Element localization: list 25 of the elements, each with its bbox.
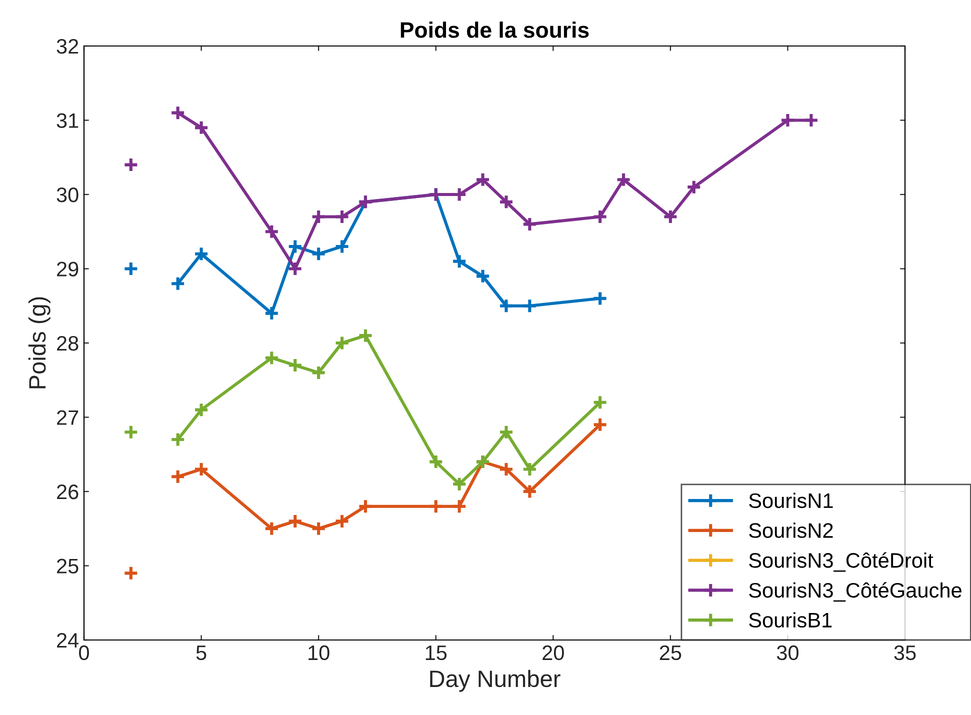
y-tick-label: 31 — [56, 113, 78, 128]
y-tick-label: 32 — [56, 39, 78, 54]
y-tick-label: 30 — [56, 188, 78, 202]
x-tick-label: 30 — [776, 645, 798, 660]
x-tick-label: 10 — [308, 645, 330, 660]
x-tick-label: 0 — [79, 645, 89, 660]
legend-label: SourisN1 — [749, 492, 833, 508]
x-tick-label: 15 — [426, 646, 447, 660]
legend-label: SourisN2 — [749, 522, 833, 538]
x-tick-label: 25 — [660, 645, 682, 660]
chart-title: Poids de la souris — [400, 22, 589, 38]
x-tick-label: 20 — [542, 645, 564, 660]
y-tick-label: 27 — [57, 410, 78, 425]
y-tick-label: 28 — [57, 336, 78, 351]
y-tick-label: 29 — [57, 262, 78, 277]
x-tick-label: 5 — [196, 646, 206, 660]
legend-label: SourisB1 — [749, 612, 832, 628]
legend-label: SourisN3_CôtéDroit — [749, 552, 934, 572]
y-tick-label: 26 — [57, 484, 78, 500]
legend-label: SourisN3_CôtéGauche — [749, 582, 962, 602]
x-axis-title: Day Number — [430, 670, 560, 692]
x-tick-label: 35 — [894, 645, 916, 660]
y-axis-title: Poids (g) — [28, 297, 50, 388]
y-tick-label: 25 — [57, 558, 78, 574]
y-tick-label: 24 — [57, 633, 79, 648]
